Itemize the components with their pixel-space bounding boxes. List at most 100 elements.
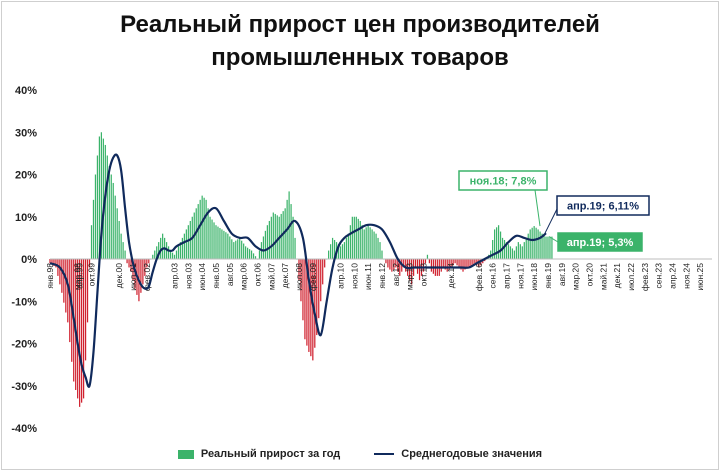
bar [207, 208, 209, 259]
bar [243, 243, 245, 259]
bar [266, 225, 268, 259]
legend-label-bars: Реальный прирост за год [200, 448, 341, 460]
bar [102, 138, 104, 259]
bar [466, 259, 468, 268]
bar [187, 225, 189, 259]
x-tick-label: ноя.17 [515, 263, 525, 289]
bar [452, 259, 454, 266]
bar [333, 239, 336, 259]
legend-swatch-line [374, 453, 395, 455]
bar [310, 259, 312, 357]
bar [468, 259, 470, 268]
bar [82, 259, 85, 399]
bar [521, 246, 523, 259]
bar [395, 259, 397, 268]
bar [258, 250, 261, 259]
x-tick-label: окт.06 [252, 263, 262, 287]
bar [264, 230, 267, 259]
bar [460, 259, 462, 270]
bar [298, 259, 300, 281]
bar [470, 259, 472, 268]
y-tick-label: -40% [11, 423, 37, 435]
bar [235, 240, 237, 259]
bar [158, 242, 160, 259]
bar [411, 259, 413, 285]
bar [359, 220, 361, 259]
bar [106, 155, 108, 259]
bar [440, 259, 442, 272]
x-tick-label: мар.13 [405, 263, 415, 290]
x-tick-label: апр.03 [169, 263, 179, 289]
bar [316, 259, 318, 336]
x-tick-label: апр.17 [501, 263, 511, 289]
x-tick-label: авг.12 [391, 263, 401, 286]
bar [108, 166, 110, 259]
bar [262, 236, 265, 259]
bar [472, 259, 474, 266]
legend: Реальный прирост за год Среднегодовые зн… [0, 445, 720, 463]
bar [128, 259, 130, 268]
callout-leader [544, 208, 558, 234]
bar [167, 246, 170, 259]
x-tick-label: сен.16 [488, 263, 498, 289]
bar [142, 259, 144, 285]
bar [509, 246, 512, 259]
bar [320, 259, 322, 302]
y-axis: 40% 30% 20% 10% 0% -10% -20% -30% -40% [11, 85, 37, 435]
bar [322, 259, 324, 285]
x-tick-label: апр.10 [335, 263, 345, 289]
bar [284, 208, 286, 259]
bar [454, 259, 456, 264]
bar [424, 259, 427, 264]
x-tick-label: мар.20 [571, 263, 581, 290]
bar [409, 259, 411, 281]
bar [373, 231, 375, 259]
bar [294, 237, 296, 260]
bar [154, 250, 156, 259]
bar [239, 237, 241, 260]
bar [533, 226, 535, 259]
bar [318, 259, 320, 319]
bar [201, 195, 203, 260]
bar [547, 236, 549, 259]
bar [140, 259, 142, 293]
bar [393, 259, 395, 270]
bar [355, 216, 357, 259]
bar [545, 236, 547, 259]
bar [132, 259, 134, 281]
x-tick-label: дек.14 [446, 263, 456, 288]
bar [199, 199, 201, 259]
x-tick-label: мар.06 [239, 263, 249, 290]
y-tick-label: -30% [11, 381, 37, 393]
x-tick-label: окт.20 [584, 263, 594, 287]
callouts: ноя.18; 7,8% апр.19; 6,11% апр.19; 5,3% [458, 170, 650, 252]
bar [462, 259, 464, 272]
bar [292, 216, 294, 259]
bar [464, 259, 466, 270]
bar [361, 225, 363, 259]
bar [405, 259, 407, 272]
bar [529, 229, 531, 259]
bar [416, 259, 419, 274]
y-tick-label: 10% [15, 212, 37, 224]
bar [276, 215, 278, 259]
callout-label: апр.19; 6,11% [567, 201, 639, 213]
callout-label: апр.19; 5,3% [567, 237, 634, 249]
bar [446, 259, 448, 272]
bar [84, 259, 87, 361]
bar [61, 259, 63, 293]
bar [549, 236, 551, 259]
y-tick-label: -20% [11, 339, 37, 351]
bar [519, 244, 521, 259]
bar [130, 259, 132, 272]
legend-label-line: Среднегодовые значения [401, 448, 543, 460]
bar [148, 259, 150, 264]
bar [535, 227, 537, 259]
bar [96, 155, 99, 259]
bar [430, 259, 433, 272]
bar [330, 244, 332, 259]
bar [65, 259, 67, 313]
x-tick-label: июл.22 [626, 263, 636, 291]
bar [432, 259, 434, 274]
bar [197, 204, 199, 259]
